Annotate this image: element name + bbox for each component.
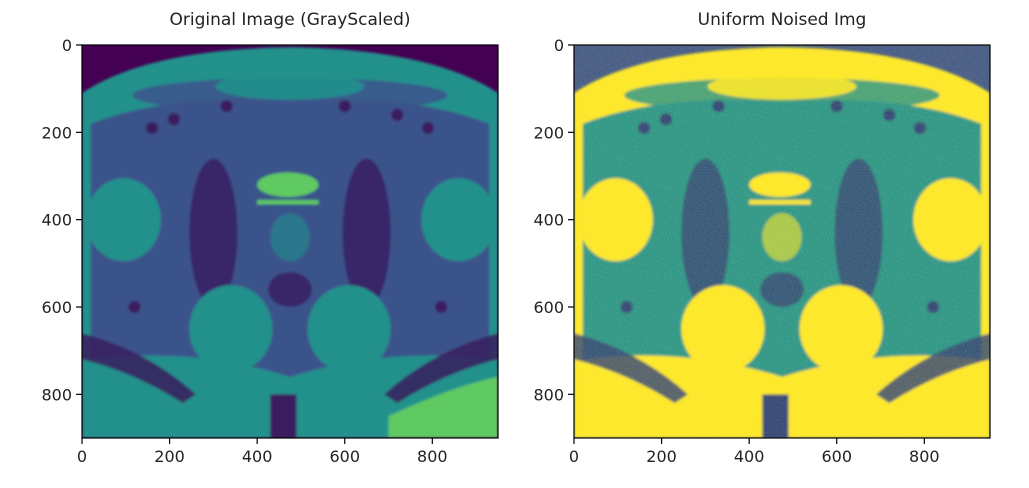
original-image-title: Original Image (GrayScaled) bbox=[169, 10, 411, 30]
x-tick-label: 600 bbox=[329, 447, 360, 466]
axes-frame bbox=[81, 44, 499, 439]
x-tick-label: 800 bbox=[417, 447, 448, 466]
x-tick-label: 400 bbox=[242, 447, 273, 466]
y-tick-label: 0 bbox=[554, 36, 564, 55]
y-tick-label: 400 bbox=[41, 211, 72, 230]
x-tick-label: 400 bbox=[734, 447, 765, 466]
axes-frame bbox=[573, 44, 991, 439]
y-tick-label: 400 bbox=[533, 211, 564, 230]
x-tick-label: 0 bbox=[569, 447, 579, 466]
y-tick-label: 800 bbox=[41, 385, 72, 404]
noised-image-title: Uniform Noised Img bbox=[697, 10, 867, 30]
mri-image bbox=[82, 45, 498, 438]
y-tick-label: 600 bbox=[41, 298, 72, 317]
y-tick-label: 0 bbox=[62, 36, 72, 55]
x-tick-label: 600 bbox=[821, 447, 852, 466]
y-tick-label: 800 bbox=[533, 385, 564, 404]
x-tick-label: 800 bbox=[909, 447, 940, 466]
x-tick-label: 200 bbox=[154, 447, 185, 466]
y-tick-label: 200 bbox=[41, 123, 72, 142]
x-tick-label: 200 bbox=[646, 447, 677, 466]
y-tick-label: 200 bbox=[533, 123, 564, 142]
mri-image bbox=[574, 45, 990, 438]
x-tick-label: 0 bbox=[77, 447, 87, 466]
y-tick-label: 600 bbox=[533, 298, 564, 317]
